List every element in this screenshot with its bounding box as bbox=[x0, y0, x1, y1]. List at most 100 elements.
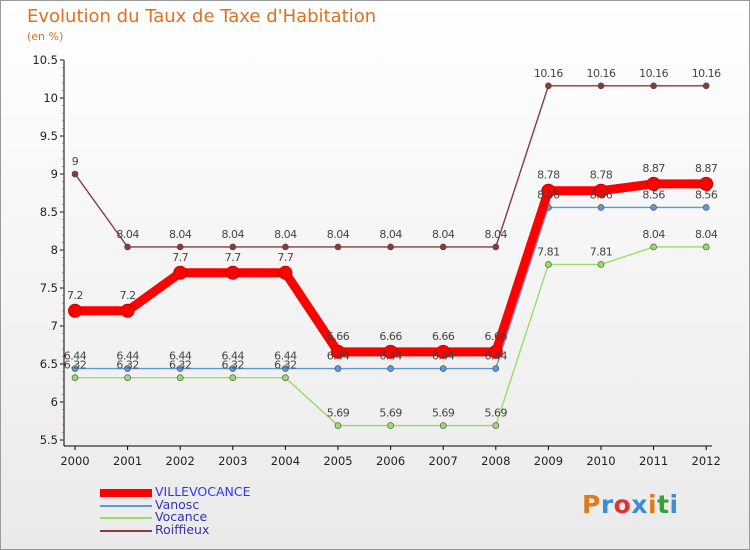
y-tick-label: 8 bbox=[51, 243, 58, 257]
legend-label: VILLEVOCANCE bbox=[155, 484, 251, 499]
data-point-vanosc bbox=[176, 365, 184, 372]
data-label-roiffieux: 10.16 bbox=[692, 67, 721, 80]
x-tick-label: 2000 bbox=[60, 454, 89, 468]
data-label-vocance: 5.69 bbox=[485, 407, 508, 420]
data-point-vanosc bbox=[71, 365, 79, 372]
data-point-roiffieux bbox=[282, 243, 289, 251]
x-tick-label: 2012 bbox=[692, 454, 721, 468]
chart-data-labels-layer: 6.32 6.32 6.32 6.32 6.32 5.69 5.69 5.69 5.69 7.81… bbox=[64, 67, 722, 420]
data-point-vocance bbox=[492, 422, 500, 429]
data-label-villevocance: 7.2 bbox=[67, 289, 83, 302]
data-label-vanosc: 6.44 bbox=[485, 350, 508, 363]
data-point-roiffieux bbox=[597, 82, 605, 90]
y-tick-label: 9.5 bbox=[40, 129, 58, 143]
legend-swatch bbox=[100, 529, 152, 532]
data-point-vanosc bbox=[282, 365, 289, 372]
data-label-vocance: 7.81 bbox=[590, 245, 613, 258]
x-tick-label: 2002 bbox=[166, 454, 195, 468]
data-label-vanosc: 6.44 bbox=[327, 350, 350, 363]
data-label-vocance: 6.32 bbox=[116, 359, 139, 372]
data-label-vocance: 8.04 bbox=[642, 228, 665, 241]
legend-swatch bbox=[100, 517, 152, 519]
data-point-roiffieux bbox=[650, 82, 657, 90]
y-tick-label: 9 bbox=[51, 167, 58, 181]
data-label-villevocance: 7.7 bbox=[225, 251, 241, 264]
data-label-roiffieux: 8.04 bbox=[116, 228, 139, 241]
data-label-vocance: 6.32 bbox=[169, 359, 192, 372]
data-label-roiffieux: 8.04 bbox=[432, 228, 455, 241]
data-point-villevocance bbox=[383, 344, 398, 359]
series-line-roiffieux bbox=[74, 85, 707, 248]
data-point-vanosc bbox=[387, 365, 394, 372]
x-tick-label: 2006 bbox=[376, 454, 405, 468]
data-label-vocance: 8.04 bbox=[695, 228, 718, 241]
data-label-roiffieux: 9 bbox=[72, 155, 79, 168]
data-point-villevocance bbox=[331, 344, 345, 359]
data-label-vocance: 6.32 bbox=[274, 359, 297, 372]
data-point-vanosc bbox=[334, 365, 342, 372]
data-label-villevocance: 7.7 bbox=[172, 251, 188, 264]
data-label-villevocance: 8.87 bbox=[642, 162, 665, 175]
y-tick-label: 10 bbox=[43, 91, 58, 105]
data-label-vocance: 6.32 bbox=[64, 359, 87, 372]
y-tick-label: 5.5 bbox=[40, 433, 58, 447]
x-tick-label: 2004 bbox=[271, 454, 300, 468]
data-label-vanosc: 6.44 bbox=[64, 350, 87, 363]
data-label-villevocance: 6.66 bbox=[327, 330, 350, 343]
data-point-vocance bbox=[597, 261, 605, 268]
data-point-roiffieux bbox=[492, 243, 500, 251]
data-point-vocance bbox=[71, 374, 79, 381]
data-point-roiffieux bbox=[387, 243, 394, 251]
legend-swatch bbox=[100, 489, 152, 497]
x-tick-label: 2005 bbox=[323, 454, 352, 468]
data-point-roiffieux bbox=[124, 243, 131, 251]
data-point-vanosc bbox=[492, 365, 500, 372]
data-label-roiffieux: 8.04 bbox=[169, 228, 192, 241]
x-tick-label: 2007 bbox=[429, 454, 458, 468]
data-point-vocance bbox=[439, 422, 447, 429]
chart-title: Evolution du Taux de Taxe d'Habitation bbox=[27, 6, 377, 27]
legend-label: Vocance bbox=[155, 509, 208, 524]
data-label-roiffieux: 10.16 bbox=[639, 67, 668, 80]
data-point-vanosc bbox=[439, 365, 447, 372]
data-label-vanosc: 8.56 bbox=[590, 188, 613, 201]
x-tick-label: 2010 bbox=[586, 454, 615, 468]
x-tick-label: 2011 bbox=[639, 454, 668, 468]
chart-series-layer bbox=[68, 82, 714, 429]
proxiti-logo: Proxiti bbox=[582, 490, 679, 519]
data-point-vocance bbox=[702, 243, 710, 251]
series-line-villevocance bbox=[70, 179, 711, 357]
data-point-villevocance bbox=[278, 265, 293, 280]
data-point-villevocance bbox=[225, 265, 240, 280]
data-point-roiffieux bbox=[439, 243, 447, 251]
data-label-vocance: 7.81 bbox=[537, 245, 560, 258]
data-point-roiffieux bbox=[702, 82, 710, 90]
x-tick-label: 2009 bbox=[534, 454, 563, 468]
data-label-villevocance: 7.7 bbox=[277, 251, 293, 264]
data-point-vocance bbox=[334, 422, 342, 429]
data-point-vocance bbox=[545, 261, 552, 268]
data-label-vanosc: 6.44 bbox=[379, 350, 402, 363]
data-point-roiffieux bbox=[229, 243, 237, 251]
data-point-villevocance bbox=[699, 176, 714, 191]
data-label-villevocance: 7.2 bbox=[120, 289, 136, 302]
data-label-vanosc: 6.44 bbox=[222, 350, 245, 363]
data-point-roiffieux bbox=[71, 170, 79, 178]
data-point-vocance bbox=[282, 374, 289, 381]
data-point-vanosc bbox=[229, 365, 237, 372]
data-point-vanosc bbox=[650, 204, 657, 211]
data-point-vocance bbox=[387, 422, 394, 429]
data-point-vocance bbox=[229, 374, 237, 381]
data-point-villevocance bbox=[120, 303, 135, 318]
data-point-villevocance bbox=[646, 176, 661, 191]
data-label-villevocance: 8.78 bbox=[590, 169, 613, 182]
legend-label: Roiffieux bbox=[155, 521, 210, 537]
data-point-roiffieux bbox=[176, 243, 184, 251]
data-label-villevocance: 6.66 bbox=[379, 330, 402, 343]
y-tick-label: 7 bbox=[51, 319, 58, 333]
data-point-vanosc bbox=[597, 204, 605, 211]
data-point-vocance bbox=[124, 374, 131, 381]
data-label-roiffieux: 8.04 bbox=[222, 228, 245, 241]
chart-unit-label: (en %) bbox=[27, 30, 64, 43]
